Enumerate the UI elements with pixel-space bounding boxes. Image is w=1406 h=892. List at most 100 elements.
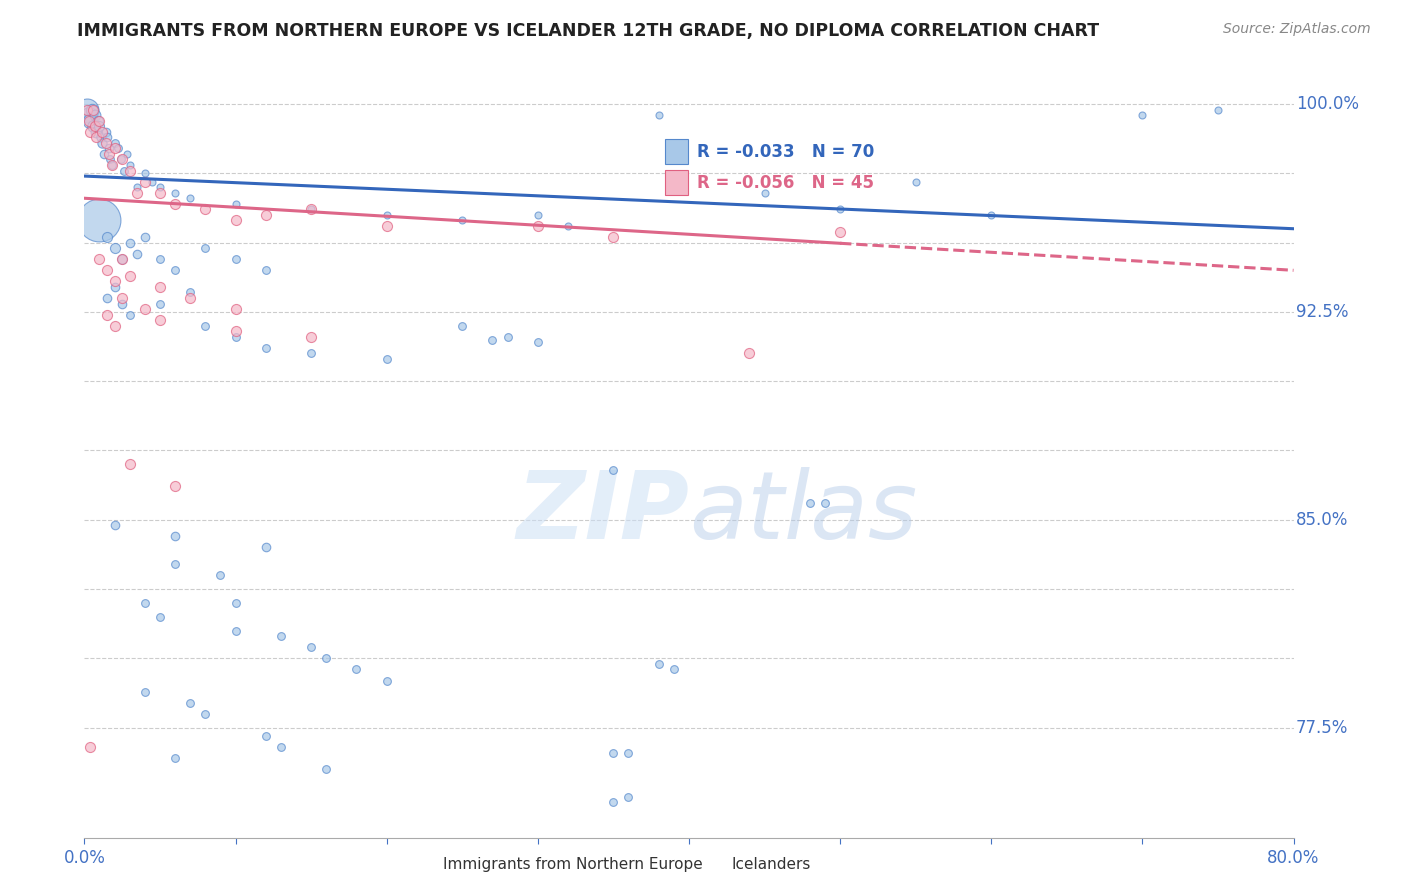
Point xyxy=(87,113,110,128)
Point xyxy=(617,789,640,804)
Point xyxy=(315,651,337,665)
Bar xyxy=(665,169,688,194)
Point xyxy=(79,113,101,128)
Point xyxy=(94,125,117,139)
Point xyxy=(299,202,322,217)
Text: Source: ZipAtlas.com: Source: ZipAtlas.com xyxy=(1223,22,1371,37)
Point xyxy=(225,196,247,211)
Point xyxy=(648,657,671,671)
Text: 77.5%: 77.5% xyxy=(1296,719,1348,737)
Point xyxy=(270,739,292,754)
Point xyxy=(194,202,217,217)
Point xyxy=(225,596,247,610)
Point xyxy=(375,351,398,366)
Point xyxy=(77,108,100,122)
Point xyxy=(104,518,127,533)
Point xyxy=(127,180,149,194)
Point xyxy=(86,125,108,139)
Point xyxy=(194,241,217,255)
Point xyxy=(118,268,141,283)
Text: atlas: atlas xyxy=(689,467,917,558)
Point xyxy=(254,208,277,222)
Point xyxy=(110,153,132,167)
Point xyxy=(118,308,141,322)
Point xyxy=(254,541,277,555)
Point xyxy=(84,119,107,133)
Text: R = -0.056   N = 45: R = -0.056 N = 45 xyxy=(697,174,875,192)
Text: R = -0.033   N = 70: R = -0.033 N = 70 xyxy=(697,143,875,161)
Point xyxy=(104,241,127,255)
Point xyxy=(104,274,127,288)
Point xyxy=(104,318,127,333)
Point xyxy=(225,324,247,338)
Point xyxy=(299,640,322,655)
Point xyxy=(194,706,217,721)
Point xyxy=(134,302,156,317)
Point xyxy=(111,252,134,267)
Point xyxy=(76,103,98,117)
Point xyxy=(118,158,141,172)
Text: 92.5%: 92.5% xyxy=(1296,303,1348,321)
Point xyxy=(451,318,474,333)
Point xyxy=(89,213,111,227)
Text: Immigrants from Northern Europe: Immigrants from Northern Europe xyxy=(443,857,703,872)
Point xyxy=(179,191,201,205)
Point xyxy=(270,629,292,643)
Point xyxy=(299,346,322,360)
Point xyxy=(527,335,550,350)
Point xyxy=(225,624,247,638)
Point xyxy=(134,684,156,698)
Point xyxy=(527,208,550,222)
Point xyxy=(1130,108,1153,122)
Point xyxy=(111,153,134,167)
Point xyxy=(77,113,100,128)
Point xyxy=(194,318,217,333)
Point xyxy=(149,252,172,267)
Point xyxy=(165,557,187,571)
Text: ZIP: ZIP xyxy=(516,467,689,558)
Point xyxy=(225,213,247,227)
Point xyxy=(648,108,671,122)
Point xyxy=(134,166,156,180)
Bar xyxy=(665,139,688,164)
Point xyxy=(82,119,104,133)
Point xyxy=(165,186,187,200)
Point xyxy=(96,263,118,277)
Point xyxy=(299,330,322,344)
Point xyxy=(209,568,232,582)
Point xyxy=(602,230,624,244)
Point xyxy=(107,141,129,155)
Point xyxy=(111,296,134,310)
Point xyxy=(91,125,114,139)
Point xyxy=(111,252,134,267)
Point xyxy=(179,291,201,305)
Point xyxy=(104,136,127,150)
Point xyxy=(104,141,127,155)
Text: IMMIGRANTS FROM NORTHERN EUROPE VS ICELANDER 12TH GRADE, NO DIPLOMA CORRELATION : IMMIGRANTS FROM NORTHERN EUROPE VS ICELA… xyxy=(77,22,1099,40)
Point xyxy=(96,230,118,244)
Point xyxy=(557,219,579,233)
Point xyxy=(89,113,111,128)
Point xyxy=(375,208,398,222)
Point xyxy=(165,263,187,277)
Point xyxy=(91,136,114,150)
Point xyxy=(799,496,821,510)
Point xyxy=(617,746,640,760)
Point xyxy=(375,673,398,688)
Point xyxy=(134,596,156,610)
Point xyxy=(90,130,112,145)
Point xyxy=(830,202,852,217)
Point xyxy=(602,746,624,760)
Point xyxy=(165,751,187,765)
Point xyxy=(496,330,519,344)
Point xyxy=(96,130,118,145)
Point xyxy=(149,609,172,624)
Point xyxy=(149,186,172,200)
Point xyxy=(165,196,187,211)
Point xyxy=(104,280,127,294)
Point xyxy=(602,463,624,477)
Point xyxy=(179,285,201,300)
Point xyxy=(115,147,138,161)
Point xyxy=(86,130,108,145)
Point xyxy=(96,291,118,305)
